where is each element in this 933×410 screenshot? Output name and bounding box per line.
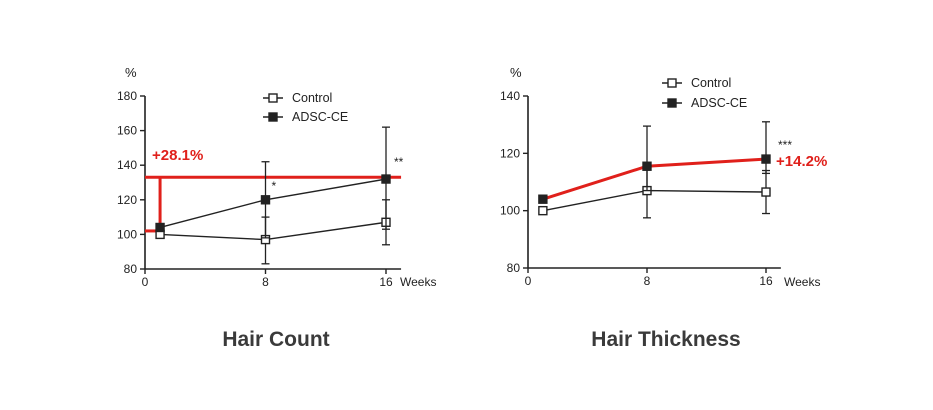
hair-count-y-tick-label: 160 bbox=[117, 124, 137, 138]
hair-count-adsc-point bbox=[381, 174, 391, 184]
hair-thickness-control-point bbox=[538, 205, 548, 216]
hair-thickness-y-tick-label: 80 bbox=[507, 261, 521, 275]
hair-count-x-tick-label: 0 bbox=[142, 275, 149, 289]
hair-thickness-increase-label: +14.2% bbox=[776, 153, 827, 170]
legend-control-label: Control bbox=[292, 91, 332, 105]
legend-adsc-marker bbox=[667, 98, 677, 108]
hair-thickness-significance: *** bbox=[778, 138, 792, 152]
hair-count-significance: ** bbox=[394, 155, 404, 169]
hair-count-y-tick-label: 140 bbox=[117, 158, 137, 172]
hair-count-caption: Hair Count bbox=[222, 328, 329, 351]
hair-count-x-tick-label: 16 bbox=[379, 275, 393, 289]
hair-thickness-adsc-line bbox=[542, 157, 767, 201]
hair-count-x-tick-label: 8 bbox=[262, 275, 269, 289]
hair-count-increase-label: +28.1% bbox=[152, 147, 203, 164]
hair-count-y-tick-label: 100 bbox=[117, 227, 137, 241]
hair-thickness-adsc-point bbox=[538, 194, 548, 204]
hair-count-adsc-point bbox=[155, 222, 165, 233]
legend-control-marker bbox=[667, 78, 677, 88]
hair-thickness-adsc-point bbox=[761, 154, 771, 164]
hair-count-y-tick-label: 80 bbox=[124, 262, 138, 276]
hair-thickness-plot-area: 80 100 120 140 0 8 16 *** bbox=[500, 89, 792, 288]
hair-count-adsc-point bbox=[260, 195, 271, 205]
hair-count-significance: * bbox=[272, 179, 277, 193]
legend-control-label: Control bbox=[691, 76, 731, 90]
hair-thickness-y-tick-label: 100 bbox=[500, 204, 520, 218]
hair-thickness-control-line bbox=[542, 189, 767, 212]
hair-count-control-line bbox=[160, 221, 387, 241]
legend-adsc-marker bbox=[268, 112, 278, 122]
hair-thickness-control-point bbox=[761, 187, 771, 197]
hair-thickness-x-unit: Weeks bbox=[784, 275, 820, 289]
legend-adsc-label: ADSC-CE bbox=[691, 96, 747, 110]
hair-thickness-x-tick-label: 16 bbox=[759, 274, 773, 288]
hair-count-y-tick-label: 120 bbox=[117, 193, 137, 207]
hair-thickness-x-tick-label: 0 bbox=[525, 274, 532, 288]
hair-thickness-adsc-point bbox=[642, 161, 652, 171]
hair-count-legend: Control ADSC-CE bbox=[263, 91, 348, 124]
hair-thickness-caption: Hair Thickness bbox=[591, 328, 740, 351]
hair-thickness-y-unit: % bbox=[510, 65, 522, 80]
hair-count-x-unit: Weeks bbox=[400, 275, 436, 289]
hair-thickness-legend: Control ADSC-CE bbox=[662, 76, 747, 110]
hair-count-y-unit: % bbox=[125, 65, 137, 80]
legend-control-marker bbox=[268, 93, 278, 103]
legend-adsc-label: ADSC-CE bbox=[292, 110, 348, 124]
hair-count-y-tick-label: 180 bbox=[117, 89, 137, 103]
hair-thickness-x-tick-label: 8 bbox=[644, 274, 651, 288]
chart-hair-thickness: 80 100 120 140 0 8 16 *** % Weeks Control ADSC-… bbox=[500, 65, 827, 351]
hair-thickness-y-tick-label: 120 bbox=[500, 146, 520, 160]
hair-thickness-y-tick-label: 140 bbox=[500, 89, 520, 103]
